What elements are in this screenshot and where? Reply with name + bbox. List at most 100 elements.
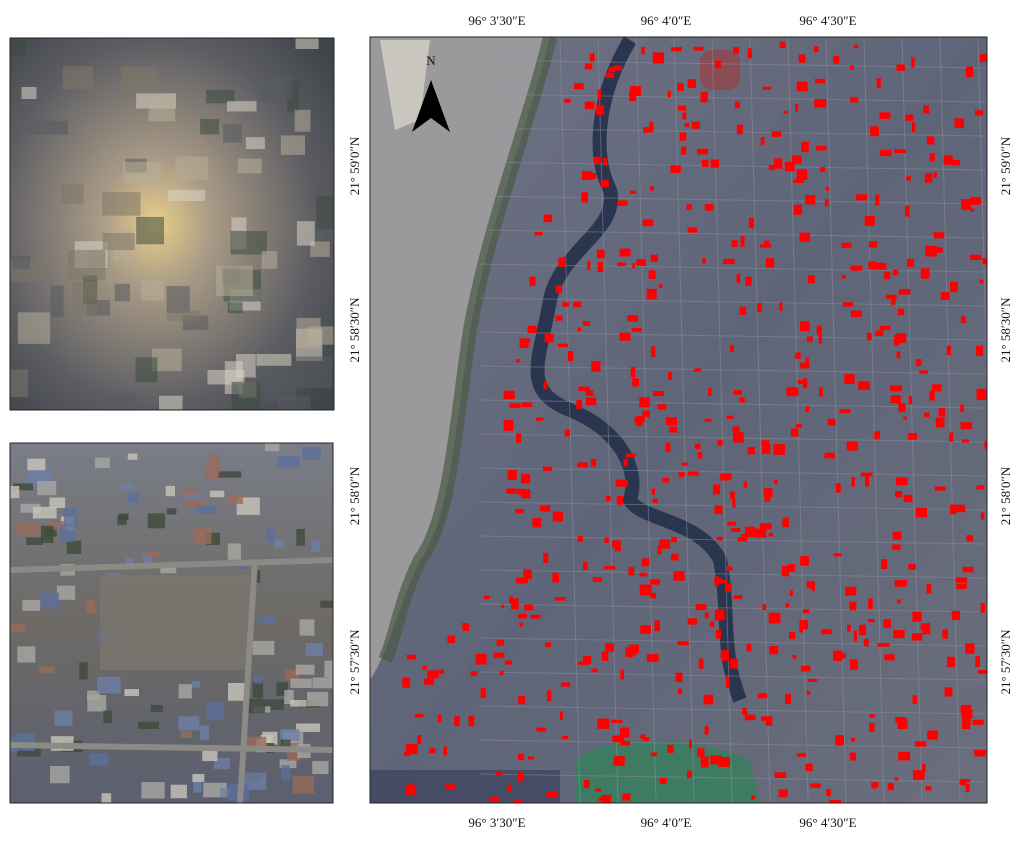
- roof: [180, 488, 197, 495]
- damaged-building: [697, 452, 703, 459]
- damaged-building: [858, 624, 867, 636]
- damaged-building: [980, 603, 985, 613]
- damaged-building: [961, 439, 970, 443]
- damaged-building: [768, 612, 781, 624]
- damaged-building: [423, 678, 434, 685]
- damaged-building: [529, 276, 536, 287]
- damaged-building: [704, 612, 709, 619]
- damaged-building: [680, 146, 687, 155]
- damaged-building: [518, 753, 524, 761]
- street: [939, 37, 961, 803]
- damaged-building: [691, 121, 701, 129]
- latitude-label: 21° 58′30″N: [347, 297, 362, 363]
- damaged-building: [868, 598, 873, 610]
- damaged-building: [555, 285, 563, 293]
- damaged-building: [761, 444, 771, 454]
- damaged-building: [959, 779, 967, 786]
- damaged-building: [946, 345, 951, 356]
- damaged-building: [651, 346, 656, 357]
- damaged-building: [698, 658, 704, 669]
- damaged-building: [850, 659, 858, 670]
- damaged-building: [912, 770, 925, 780]
- damaged-building: [648, 270, 656, 279]
- damaged-building: [924, 412, 930, 418]
- street: [479, 739, 987, 749]
- damaged-building: [907, 258, 914, 268]
- damaged-building: [744, 711, 748, 721]
- damaged-building: [965, 66, 973, 77]
- damaged-building: [577, 327, 582, 332]
- roof: [206, 702, 224, 720]
- damaged-building: [975, 345, 983, 356]
- roof: [121, 483, 134, 490]
- damaged-building: [884, 654, 895, 661]
- damaged-building: [806, 581, 815, 589]
- damaged-building: [605, 72, 615, 79]
- damaged-building: [870, 126, 879, 137]
- damaged-building: [643, 127, 649, 133]
- damaged-building: [773, 444, 785, 455]
- damaged-building: [758, 693, 768, 699]
- roof: [62, 66, 93, 90]
- damaged-building: [678, 472, 685, 477]
- damaged-building: [702, 257, 706, 264]
- damaged-building: [946, 656, 955, 668]
- damaged-building: [629, 190, 637, 194]
- damaged-building: [962, 566, 974, 573]
- damaged-building: [733, 47, 740, 54]
- damaged-building: [751, 795, 756, 800]
- longitude-label: 96° 4′0″E: [641, 815, 692, 830]
- street: [479, 603, 987, 613]
- damaged-building: [972, 719, 984, 725]
- damaged-building: [677, 688, 683, 695]
- damaged-building: [583, 561, 588, 570]
- damaged-building: [815, 145, 827, 151]
- damaged-building: [640, 625, 651, 634]
- damaged-building: [615, 479, 628, 487]
- damaged-building: [883, 619, 891, 628]
- damaged-building: [768, 164, 776, 171]
- roof: [158, 395, 183, 410]
- damaged-building: [969, 254, 982, 261]
- damaged-building: [613, 65, 623, 71]
- damaged-building: [796, 753, 807, 757]
- roof: [124, 689, 140, 697]
- roof: [50, 285, 64, 317]
- damaged-building: [665, 417, 678, 426]
- damaged-building: [584, 101, 595, 110]
- damaged-building: [833, 55, 840, 64]
- damaged-building: [716, 630, 722, 639]
- damaged-building: [868, 241, 878, 248]
- damaged-building: [597, 89, 602, 100]
- damaged-building: [437, 714, 442, 723]
- damaged-building: [640, 734, 646, 739]
- damaged-building: [730, 344, 734, 353]
- damaged-building: [806, 690, 811, 695]
- damaged-building: [782, 517, 789, 528]
- roof: [223, 123, 242, 143]
- damaged-building: [583, 779, 590, 789]
- roof: [227, 302, 243, 314]
- damaged-building: [816, 325, 822, 335]
- damaged-building: [402, 677, 410, 688]
- damaged-building: [507, 784, 513, 793]
- damaged-building: [639, 572, 648, 577]
- damaged-building: [585, 390, 594, 396]
- damaged-building: [769, 645, 779, 655]
- damaged-building: [879, 112, 891, 120]
- damaged-building: [851, 476, 855, 487]
- damaged-building: [794, 155, 802, 162]
- roof: [87, 695, 107, 712]
- roof: [40, 525, 54, 544]
- damaged-building: [554, 596, 566, 601]
- damaged-building: [846, 624, 851, 632]
- damaged-building: [771, 131, 782, 137]
- damaged-building: [597, 718, 610, 729]
- damaged-building: [659, 777, 667, 784]
- damaged-building: [730, 528, 741, 533]
- damaged-building: [905, 205, 910, 217]
- damaged-building: [806, 336, 813, 342]
- damaged-building: [911, 633, 923, 641]
- roof: [97, 676, 121, 694]
